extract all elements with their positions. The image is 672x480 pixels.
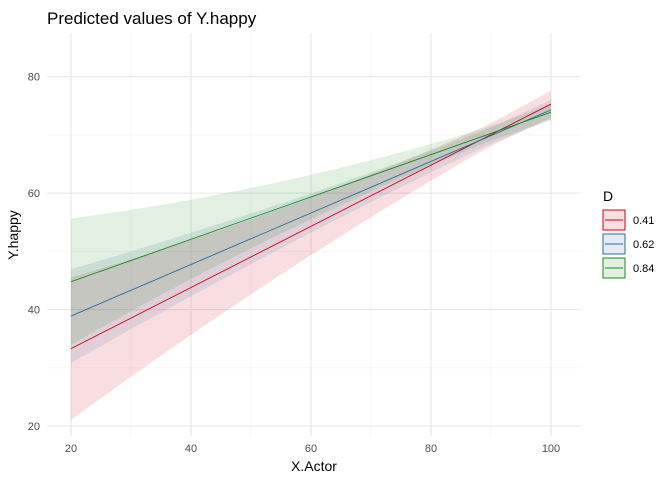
legend-label: 0.41 — [633, 215, 654, 227]
y-tick-label: 60 — [28, 188, 40, 200]
x-tick-label: 100 — [542, 443, 560, 455]
x-tick-label: 20 — [65, 443, 77, 455]
legend-item-0.84: 0.84 — [602, 257, 654, 279]
legend-label: 0.84 — [633, 263, 654, 275]
gridlines — [47, 33, 581, 436]
confidence-band-0.62 — [71, 100, 551, 363]
x-tick-label: 80 — [425, 443, 437, 455]
legend-label: 0.62 — [633, 239, 654, 251]
y-axis-ticks: 20 40 60 80 — [28, 72, 40, 433]
confidence-bands — [71, 90, 551, 420]
y-tick-label: 40 — [28, 305, 40, 317]
x-axis-title: X.Actor — [291, 458, 337, 474]
x-axis-ticks: 20 40 60 80 100 — [65, 443, 560, 455]
series-line-0.84 — [70, 111, 552, 283]
legend-title: D — [603, 188, 613, 204]
series-line-0.41 — [70, 103, 552, 350]
confidence-band-0.84 — [71, 104, 551, 345]
legend: 0.41 0.62 0.84 — [602, 209, 654, 279]
confidence-band-0.41 — [71, 90, 551, 420]
y-tick-label: 80 — [28, 72, 40, 84]
y-tick-label: 20 — [28, 421, 40, 433]
series-line-0.62 — [70, 109, 552, 317]
series-lines — [70, 103, 552, 350]
legend-item-0.62: 0.62 — [602, 233, 654, 255]
x-tick-label: 60 — [305, 443, 317, 455]
y-axis-title: Y.happy — [5, 210, 21, 260]
chart-title: Predicted values of Y.happy — [47, 9, 257, 28]
legend-item-0.41: 0.41 — [602, 209, 654, 231]
x-tick-label: 40 — [185, 443, 197, 455]
